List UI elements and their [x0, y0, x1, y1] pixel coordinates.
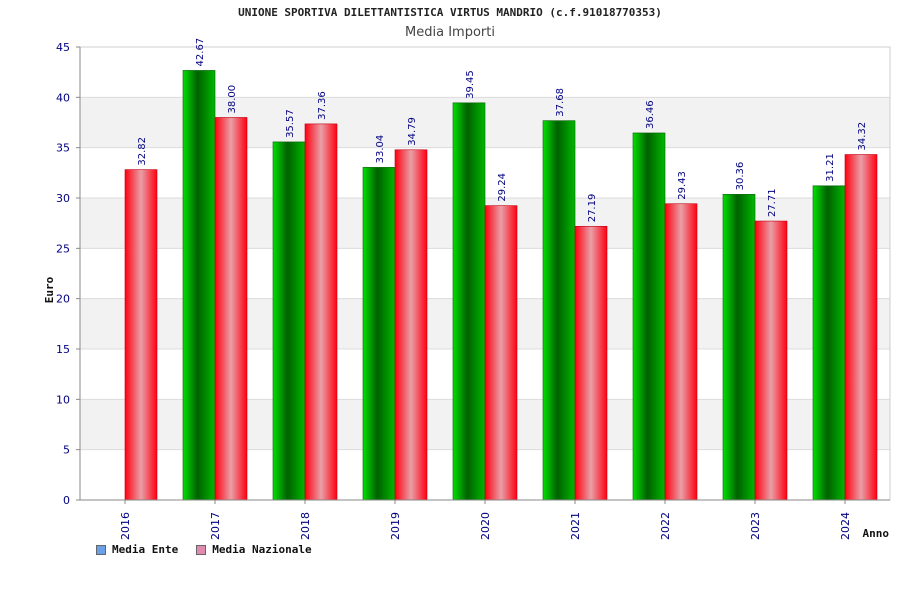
y-tick-label: 30 — [56, 192, 70, 205]
legend-label-nazionale: Media Nazionale — [212, 543, 312, 556]
data-labels: 32.82 42.67 38.00 35.57 37.36 33.04 34.79 39.45… — [137, 38, 868, 222]
data-label: 27.19 — [587, 194, 598, 223]
bar-media-nazionale — [214, 117, 248, 501]
data-label: 34.32 — [857, 122, 868, 151]
bar-media-ente — [182, 70, 216, 501]
legend-swatch-ente — [96, 544, 106, 555]
x-tick-label: 2021 — [569, 512, 582, 540]
data-label: 33.04 — [375, 135, 386, 164]
chart-subtitle: Media Importi — [405, 25, 495, 40]
chart-title: UNIONE SPORTIVA DILETTANTISTICA VIRTUS M… — [238, 6, 662, 19]
data-label: 29.43 — [677, 171, 688, 200]
axes: 0 5 10 15 20 25 30 35 40 45 2016 2017 2018 2019 2020 20… — [43, 41, 890, 540]
bar-media-nazionale — [574, 225, 608, 501]
y-axis-title: Euro — [43, 276, 56, 303]
y-tick-label: 45 — [56, 41, 70, 54]
data-label: 30.36 — [735, 162, 746, 191]
data-label: 37.68 — [555, 88, 566, 117]
data-label: 27.71 — [767, 188, 778, 217]
legend-swatch-nazionale — [196, 544, 207, 555]
data-label: 37.36 — [317, 91, 328, 120]
x-tick-label: 2016 — [119, 512, 132, 540]
y-tick-label: 5 — [63, 444, 70, 457]
y-tick-label: 15 — [56, 343, 70, 356]
data-label: 35.57 — [285, 109, 296, 138]
bar-media-ente — [812, 185, 846, 501]
bar-media-nazionale — [394, 149, 428, 501]
bars — [124, 70, 878, 501]
y-tick-label: 25 — [56, 242, 70, 255]
x-tick-label: 2019 — [389, 512, 402, 540]
bar-media-nazionale — [754, 220, 788, 501]
bar-media-nazionale — [844, 154, 878, 501]
y-tick-label: 10 — [56, 393, 70, 406]
data-label: 36.46 — [645, 100, 656, 129]
data-label: 29.24 — [497, 173, 508, 202]
bar-media-nazionale — [664, 203, 698, 501]
x-tick-label: 2023 — [749, 512, 762, 540]
y-tick-label: 40 — [56, 91, 70, 104]
bar-media-nazionale — [124, 169, 158, 501]
bar-media-ente — [632, 132, 666, 501]
y-tick-label: 35 — [56, 142, 70, 155]
data-label: 39.45 — [465, 70, 476, 99]
legend-item-ente: Media Ente — [96, 543, 178, 556]
x-axis-title: Anno — [863, 527, 890, 540]
x-tick-label: 2024 — [839, 512, 852, 540]
y-tick-label: 0 — [63, 494, 70, 507]
x-tick-label: 2017 — [209, 512, 222, 540]
x-tick-label: 2022 — [659, 512, 672, 540]
x-tick-label: 2018 — [299, 512, 312, 540]
bar-media-nazionale — [484, 205, 518, 501]
bar-media-ente — [452, 102, 486, 501]
data-label: 31.21 — [825, 153, 836, 182]
data-label: 42.67 — [195, 38, 206, 67]
bar-media-nazionale — [304, 123, 338, 501]
legend-label-ente: Media Ente — [112, 543, 179, 556]
legend-item-nazionale: Media Nazionale — [196, 543, 312, 556]
bar-media-ente — [722, 194, 756, 501]
legend: Media Ente Media Nazionale — [96, 543, 312, 556]
data-label: 38.00 — [227, 85, 238, 114]
data-label: 34.79 — [407, 117, 418, 146]
bar-media-ente — [542, 120, 576, 501]
data-label: 32.82 — [137, 137, 148, 166]
bar-media-ente — [272, 141, 306, 501]
bar-media-ente — [362, 167, 396, 501]
y-tick-label: 20 — [56, 293, 70, 306]
x-tick-label: 2020 — [479, 512, 492, 540]
